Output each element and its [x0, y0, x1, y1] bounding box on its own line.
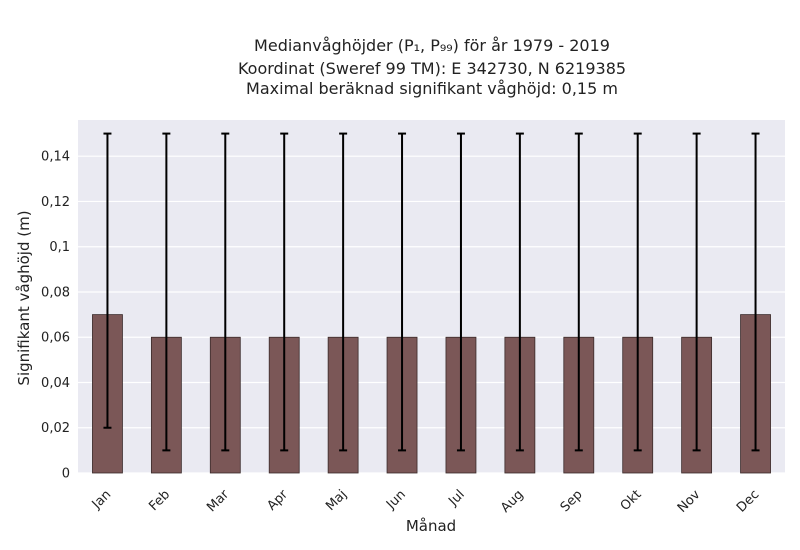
error-bar: [692, 132, 701, 452]
error-bar: [574, 132, 583, 452]
y-axis-label: Signifikant våghöjd (m): [15, 210, 33, 385]
error-bar: [162, 132, 171, 452]
y-tick-label: 0,1: [49, 240, 70, 255]
x-tick-label: Nov: [675, 487, 704, 516]
error-bar: [221, 132, 230, 452]
y-tick-label: 0,08: [41, 285, 70, 300]
chart-title: Medianvåghöjder (P₁, P₉₉) för år 1979 - …: [238, 36, 626, 98]
title-line-3: Maximal beräknad signifikant våghöjd: 0,…: [246, 79, 618, 98]
x-tick-label: Jan: [89, 487, 114, 512]
x-axis-label: Månad: [406, 517, 456, 535]
error-bar: [751, 132, 760, 452]
y-tick-label: 0,12: [41, 195, 70, 210]
x-tick-label: Aug: [498, 487, 527, 516]
x-tick-label: Jun: [383, 487, 409, 513]
x-tick-label: Maj: [323, 487, 350, 514]
y-axis-ticks: 0 0,02 0,04 0,06 0,08 0,1 0,12 0,14: [41, 150, 70, 482]
x-tick-label: Dec: [734, 487, 762, 515]
error-bars: [103, 132, 760, 452]
y-tick-label: 0,14: [41, 150, 70, 165]
x-tick-label: Sep: [558, 487, 586, 515]
error-bar: [339, 132, 348, 452]
y-tick-label: 0: [62, 467, 70, 482]
grid-lines: [78, 155, 785, 474]
y-tick-label: 0,04: [41, 376, 70, 391]
error-bar: [456, 132, 465, 452]
x-tick-label: Apr: [265, 487, 292, 514]
error-bar: [280, 132, 289, 452]
x-tick-label: Jul: [445, 487, 467, 509]
x-tick-label: Okt: [618, 487, 645, 514]
error-bar: [515, 132, 524, 452]
y-tick-label: 0,06: [41, 331, 70, 346]
error-bar: [633, 132, 642, 452]
plot-area: [78, 120, 785, 473]
x-tick-label: Mar: [204, 487, 232, 515]
error-bar: [398, 132, 407, 452]
y-tick-label: 0,02: [41, 421, 70, 436]
title-line-1: Medianvåghöjder (P₁, P₉₉) för år 1979 - …: [254, 36, 610, 55]
error-bar: [103, 132, 112, 429]
title-line-2: Koordinat (Sweref 99 TM): E 342730, N 62…: [238, 59, 626, 78]
x-axis-ticks: Jan Feb Mar Apr Maj Jun Jul Aug Sep Okt Nov Dec: [89, 487, 763, 516]
x-tick-label: Feb: [146, 487, 173, 514]
